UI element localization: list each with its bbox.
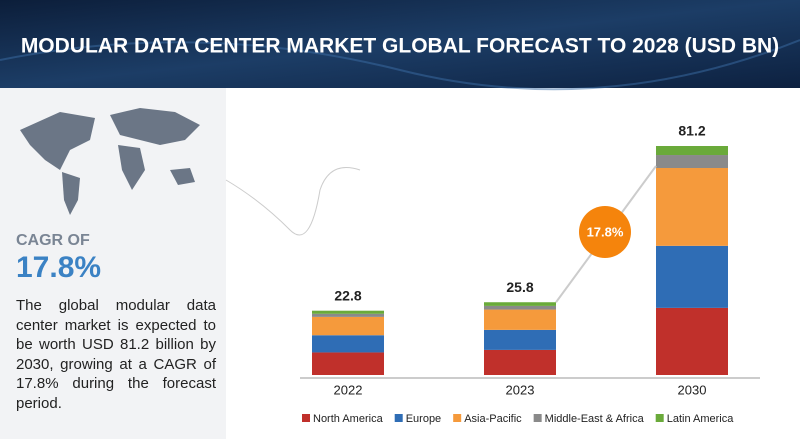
cagr-bubble <box>579 206 631 258</box>
legend-label: Asia-Pacific <box>464 413 522 425</box>
legend-swatch <box>533 414 542 422</box>
bar-segment <box>312 335 384 353</box>
decorative-curve <box>225 167 361 236</box>
cagr-value: 17.8% <box>16 251 101 284</box>
x-tick-label: 2022 <box>334 382 363 397</box>
bar-segment <box>656 245 728 308</box>
legend-label: Europe <box>406 413 441 425</box>
bar-segment <box>484 305 556 310</box>
header-decoration <box>0 39 800 91</box>
description: The global modular data center market is… <box>16 297 216 412</box>
x-tick-label: 2030 <box>678 382 707 397</box>
legend-swatch <box>394 414 403 422</box>
cagr-label: CAGR OF <box>16 232 90 249</box>
cagr-bubble-label: 17.8% <box>587 224 624 239</box>
total-label: 25.8 <box>506 279 533 295</box>
legend-label: North America <box>313 413 384 425</box>
total-label: 22.8 <box>334 287 361 303</box>
legend-label: Latin America <box>667 413 735 425</box>
bar-segment <box>484 329 556 350</box>
total-label: 81.2 <box>678 123 705 139</box>
legend-swatch <box>302 414 310 422</box>
bar-segment <box>656 167 728 246</box>
bar-segment <box>312 316 384 336</box>
legend-swatch <box>453 414 462 422</box>
legend-swatch <box>655 414 664 422</box>
legend-label: Middle-East & Africa <box>545 413 645 425</box>
bar-segment <box>312 352 384 375</box>
bar-segment <box>312 313 384 317</box>
x-tick-label: 2023 <box>506 382 535 397</box>
bar-segment <box>484 309 556 330</box>
bar-segment <box>656 307 728 375</box>
bar-segment <box>656 146 728 156</box>
bar-segment <box>312 310 384 314</box>
bar-segment <box>484 302 556 306</box>
chart-title: MODULAR DATA CENTER MARKET GLOBAL FORECA… <box>21 35 779 58</box>
world-map <box>20 108 200 215</box>
bar-segment <box>484 349 556 375</box>
bar-segment <box>656 155 728 168</box>
